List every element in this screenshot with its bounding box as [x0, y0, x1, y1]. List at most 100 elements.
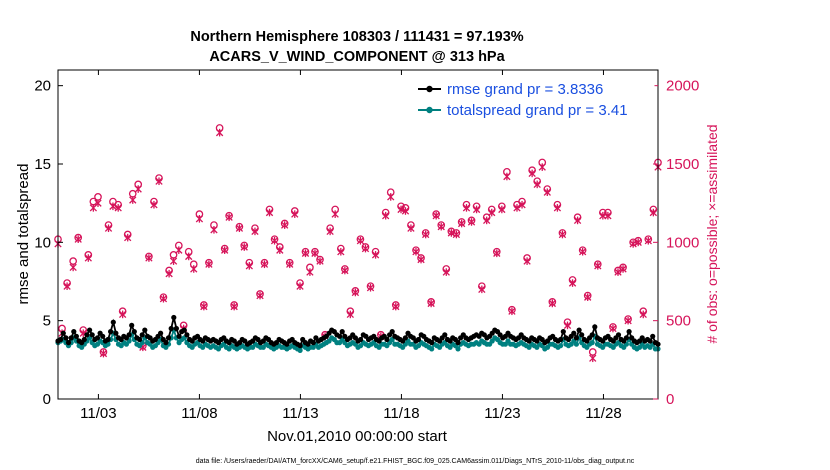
legend-marker-totalspread: [426, 106, 433, 114]
rmse-point: [73, 333, 79, 339]
rmse-point: [63, 335, 69, 341]
obs-assimilated-marker: [442, 268, 450, 276]
obs-assimilated-marker: [401, 207, 410, 215]
obs-assimilated-marker: [165, 269, 173, 278]
rmse-point: [165, 335, 172, 341]
obs-assimilated-marker: [371, 251, 380, 259]
legend: rmse grand pr = 3.8336 totalspread grand…: [413, 75, 655, 121]
obs-assimilated-marker: [578, 247, 587, 256]
obs-assimilated-marker: [589, 354, 597, 363]
rmse-point: [171, 314, 177, 321]
obs-assimilated-marker: [518, 200, 526, 209]
obs-assimilated-marker: [286, 260, 294, 269]
obs-assimilated-marker: [195, 215, 204, 223]
y-tick-label: 5: [43, 313, 51, 330]
obs-assimilated-marker: [301, 249, 310, 258]
obs-assimilated-marker: [573, 216, 582, 225]
obs-assimilated-marker: [311, 249, 319, 258]
obs-assimilated-marker: [533, 180, 541, 189]
obs-assimilated-marker: [99, 349, 108, 358]
obs-assimilated-marker: [337, 247, 345, 256]
rmse-point: [58, 336, 64, 343]
obs-assimilated-marker: [553, 204, 562, 212]
obs-assimilated-marker: [118, 310, 127, 319]
obs-assimilated-marker: [619, 265, 627, 273]
totalspread-point: [297, 347, 303, 353]
x-tick-label: 11/13: [282, 405, 318, 422]
rmse-point: [181, 327, 187, 333]
rmse-point: [415, 336, 422, 343]
obs-assimilated-marker: [649, 208, 658, 217]
rmse-point: [579, 332, 585, 338]
obs-assimilated-marker: [407, 224, 415, 233]
rmse-series: [55, 314, 661, 349]
x-tick-label: 11/23: [484, 405, 520, 422]
rmse-point: [176, 333, 182, 339]
rmse-point: [60, 330, 66, 336]
obs-assimilated-marker: [134, 185, 142, 193]
totalspread-point: [455, 346, 461, 352]
rmse-point: [429, 340, 435, 346]
obs-assimilated-marker: [584, 293, 592, 301]
obs-assimilated-marker: [63, 282, 71, 290]
obs-assimilated-marker: [230, 302, 238, 311]
plot-frame: [57, 69, 659, 400]
obs-assimilated-marker: [417, 255, 425, 264]
obs-assimilated-marker: [94, 199, 102, 207]
obs-assimilated-marker: [523, 257, 531, 265]
x-tick-label: 11/08: [181, 405, 217, 422]
obs-assimilated-marker: [422, 230, 430, 239]
obs-assimilated-marker: [644, 236, 652, 245]
rmse-point: [184, 332, 190, 338]
obs-assimilated-marker: [609, 324, 617, 333]
rmse-point: [650, 333, 656, 339]
rmse-point: [68, 335, 74, 341]
obs-assimilated-marker: [558, 230, 567, 239]
obs-assimilated-marker: [462, 204, 471, 212]
obs-assimilated-marker: [634, 238, 642, 247]
axis-ticks: 0 5 10 15 20 0 500 1000 1500 2000 11/03 11/08 11/13 1…: [34, 70, 699, 422]
series-lines: [55, 314, 661, 353]
rmse-point: [139, 332, 145, 338]
obs-assimilated-marker: [548, 299, 557, 308]
y2-tick-label: 0: [666, 391, 674, 408]
obs-assimilated-marker: [185, 252, 193, 261]
y-tick-label: 0: [43, 391, 51, 408]
obs-assimilated-marker: [225, 213, 233, 222]
obs-assimilated-marker: [366, 283, 375, 292]
rmse-point: [126, 332, 132, 338]
rmse-point: [297, 343, 303, 349]
rmse-point: [623, 335, 630, 341]
obs-assimilated-marker: [124, 233, 132, 242]
rmse-point: [113, 330, 119, 336]
rmse-point: [131, 329, 137, 335]
obs-assimilated-marker: [291, 210, 299, 218]
rmse-point: [626, 329, 632, 335]
obs-assimilated-marker: [260, 260, 269, 269]
obs-assimilated-marker: [528, 169, 536, 178]
rmse-point: [576, 327, 582, 333]
obs-assimilated-marker: [200, 302, 208, 311]
rmse-point: [337, 333, 343, 339]
rmse-point: [571, 330, 577, 336]
y2-tick-label: 1500: [666, 156, 699, 173]
obs-assimilated-marker: [251, 227, 259, 236]
obs-markers: [54, 124, 662, 363]
obs-assimilated-marker: [256, 291, 264, 300]
y-tick-label: 10: [34, 234, 51, 251]
obs-assimilated-marker: [351, 288, 360, 297]
obs-assimilated-marker: [432, 211, 440, 220]
obs-assimilated-marker: [427, 299, 435, 308]
rmse-point: [310, 340, 316, 346]
rmse-point: [87, 327, 93, 333]
obs-assimilated-marker: [594, 262, 602, 270]
obs-assimilated-marker: [624, 316, 632, 325]
obs-assimilated-marker: [245, 262, 253, 270]
obs-assimilated-marker: [205, 260, 213, 269]
obs-assimilated-marker: [341, 266, 349, 275]
rmse-point: [402, 335, 408, 341]
y-tick-label: 15: [34, 156, 51, 173]
obs-assimilated-marker: [356, 236, 365, 245]
rmse-point: [89, 332, 95, 338]
obs-assimilated-marker: [265, 208, 274, 217]
